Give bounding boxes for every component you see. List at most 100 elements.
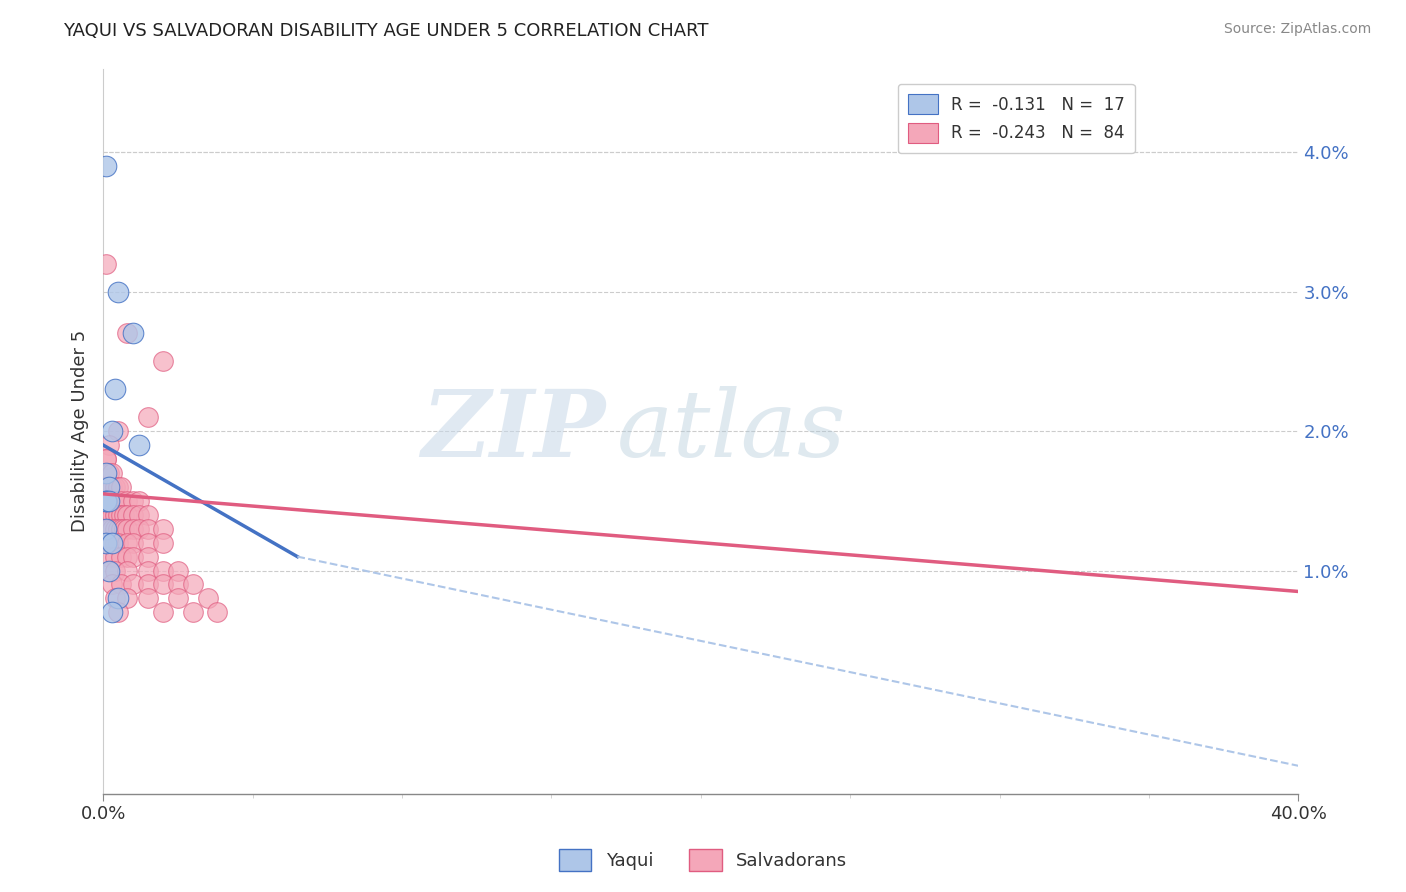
Point bbox=[122, 577, 145, 591]
Point bbox=[94, 257, 117, 271]
Point bbox=[128, 493, 150, 508]
Point bbox=[107, 424, 129, 438]
Point bbox=[101, 480, 124, 494]
Point bbox=[98, 522, 121, 536]
Point bbox=[122, 493, 145, 508]
Point bbox=[101, 493, 124, 508]
Point bbox=[94, 480, 117, 494]
Point bbox=[115, 564, 138, 578]
Point bbox=[115, 326, 138, 341]
Point bbox=[166, 591, 188, 606]
Point bbox=[104, 480, 127, 494]
Text: YAQUI VS SALVADORAN DISABILITY AGE UNDER 5 CORRELATION CHART: YAQUI VS SALVADORAN DISABILITY AGE UNDER… bbox=[63, 22, 709, 40]
Point bbox=[98, 535, 121, 549]
Point bbox=[136, 549, 159, 564]
Legend: Yaqui, Salvadorans: Yaqui, Salvadorans bbox=[551, 842, 855, 879]
Point bbox=[112, 522, 135, 536]
Point bbox=[107, 535, 129, 549]
Point bbox=[98, 438, 121, 452]
Point bbox=[152, 354, 174, 368]
Point bbox=[107, 508, 129, 522]
Point bbox=[104, 591, 127, 606]
Point bbox=[136, 522, 159, 536]
Point bbox=[94, 508, 117, 522]
Point bbox=[205, 606, 228, 620]
Point bbox=[104, 564, 127, 578]
Point bbox=[98, 564, 121, 578]
Point bbox=[107, 591, 129, 606]
Point bbox=[122, 535, 145, 549]
Point bbox=[110, 577, 132, 591]
Point bbox=[101, 508, 124, 522]
Point bbox=[94, 493, 117, 508]
Point bbox=[181, 606, 204, 620]
Point bbox=[101, 535, 124, 549]
Point bbox=[94, 522, 117, 536]
Point bbox=[94, 466, 117, 480]
Point bbox=[98, 493, 121, 508]
Point bbox=[136, 410, 159, 425]
Y-axis label: Disability Age Under 5: Disability Age Under 5 bbox=[72, 330, 89, 533]
Point bbox=[152, 564, 174, 578]
Point bbox=[136, 535, 159, 549]
Point bbox=[104, 522, 127, 536]
Point bbox=[122, 508, 145, 522]
Text: atlas: atlas bbox=[617, 386, 846, 476]
Point bbox=[94, 535, 117, 549]
Point bbox=[136, 508, 159, 522]
Point bbox=[115, 535, 138, 549]
Point bbox=[110, 480, 132, 494]
Point bbox=[112, 508, 135, 522]
Point bbox=[101, 577, 124, 591]
Point bbox=[107, 522, 129, 536]
Point bbox=[98, 493, 121, 508]
Point bbox=[101, 424, 124, 438]
Point bbox=[98, 480, 121, 494]
Point bbox=[94, 159, 117, 173]
Point bbox=[136, 591, 159, 606]
Point bbox=[115, 493, 138, 508]
Point bbox=[104, 535, 127, 549]
Text: ZIP: ZIP bbox=[420, 386, 605, 476]
Point bbox=[94, 452, 117, 467]
Point bbox=[110, 549, 132, 564]
Point bbox=[101, 535, 124, 549]
Point bbox=[166, 577, 188, 591]
Point bbox=[152, 522, 174, 536]
Point bbox=[197, 591, 219, 606]
Point bbox=[94, 522, 117, 536]
Point bbox=[110, 493, 132, 508]
Point bbox=[98, 508, 121, 522]
Point bbox=[110, 522, 132, 536]
Point bbox=[98, 466, 121, 480]
Point bbox=[115, 508, 138, 522]
Point bbox=[94, 535, 117, 549]
Point bbox=[101, 522, 124, 536]
Point bbox=[94, 493, 117, 508]
Point bbox=[115, 549, 138, 564]
Point bbox=[115, 522, 138, 536]
Point bbox=[98, 564, 121, 578]
Point bbox=[128, 522, 150, 536]
Point bbox=[122, 326, 145, 341]
Point bbox=[152, 606, 174, 620]
Point bbox=[110, 508, 132, 522]
Point bbox=[98, 480, 121, 494]
Point bbox=[128, 508, 150, 522]
Point bbox=[181, 577, 204, 591]
Point bbox=[107, 285, 129, 299]
Point bbox=[107, 480, 129, 494]
Point bbox=[136, 564, 159, 578]
Point bbox=[128, 438, 150, 452]
Point bbox=[152, 577, 174, 591]
Point bbox=[107, 606, 129, 620]
Point bbox=[122, 549, 145, 564]
Text: Source: ZipAtlas.com: Source: ZipAtlas.com bbox=[1223, 22, 1371, 37]
Point bbox=[94, 452, 117, 467]
Point bbox=[104, 382, 127, 396]
Point bbox=[94, 493, 117, 508]
Point bbox=[98, 549, 121, 564]
Point bbox=[115, 591, 138, 606]
Point bbox=[152, 535, 174, 549]
Point bbox=[101, 606, 124, 620]
